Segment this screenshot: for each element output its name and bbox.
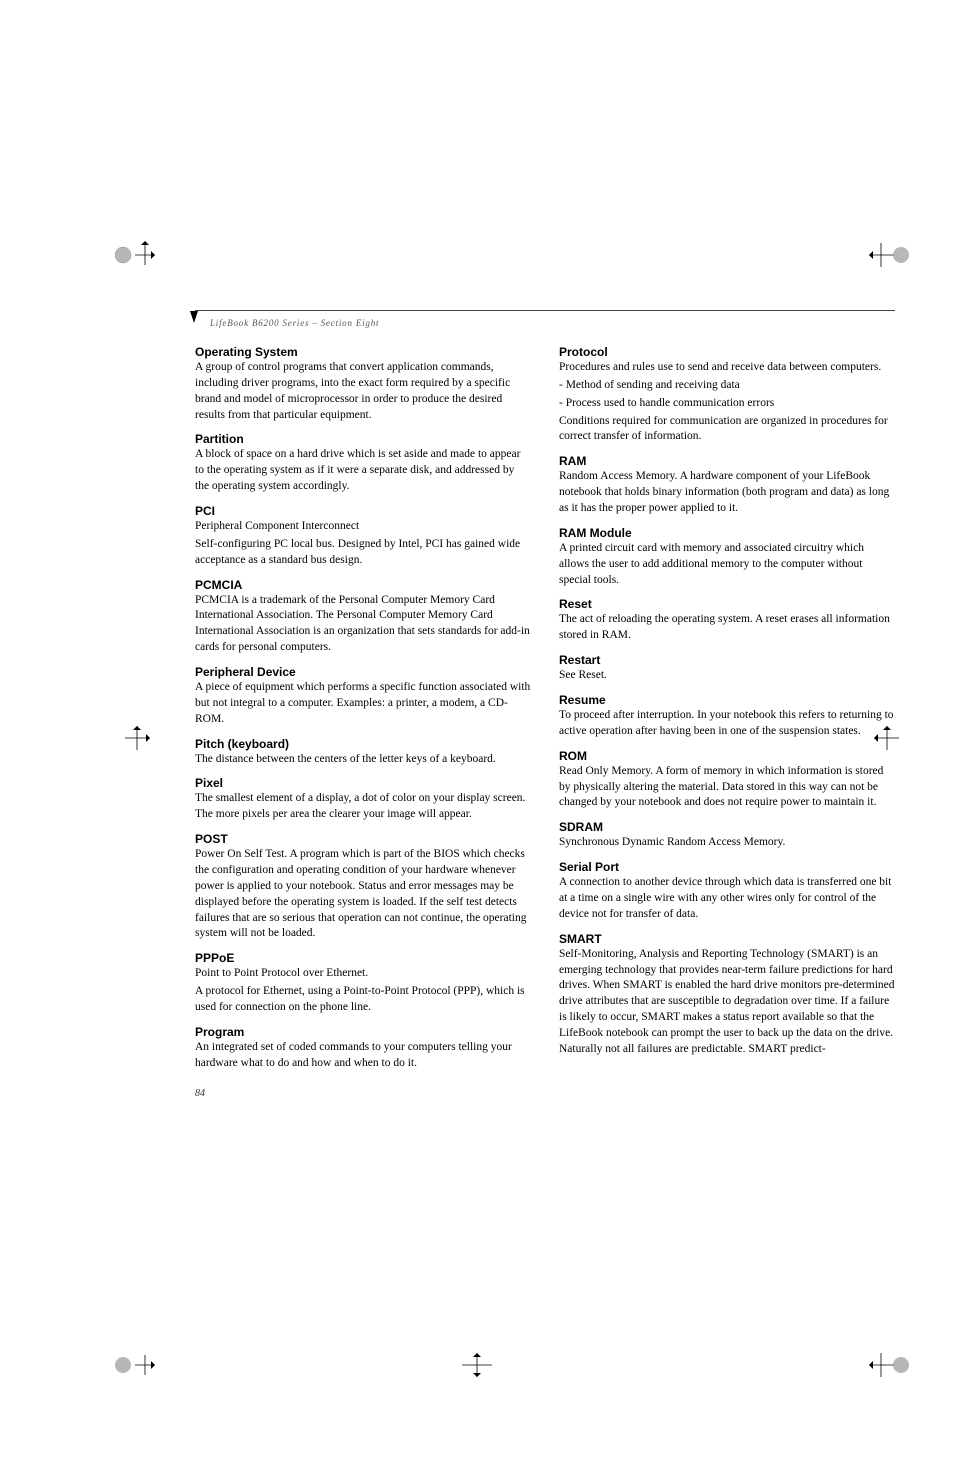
glossary-term-title: Resume: [559, 693, 895, 707]
page-header: LifeBook B6200 Series – Section Eight: [195, 310, 895, 331]
glossary-term-body: A piece of equipment which performs a sp…: [195, 680, 531, 728]
glossary-term-title: Protocol: [559, 345, 895, 359]
crop-mark-bottom-left: [115, 1345, 155, 1385]
glossary-term-body: Self-configuring PC local bus. Designed …: [195, 537, 531, 569]
glossary-term-body: The smallest element of a display, a dot…: [195, 791, 531, 823]
glossary-term-title: SMART: [559, 932, 895, 946]
crop-mark-top-left: [115, 235, 155, 275]
glossary-term-body: Point to Point Protocol over Ethernet.: [195, 966, 531, 982]
glossary-term-body: To proceed after interruption. In your n…: [559, 708, 895, 740]
glossary-term-body: PCMCIA is a trademark of the Personal Co…: [195, 593, 531, 656]
header-arrow-icon: [190, 311, 198, 323]
glossary-term-title: Pitch (keyboard): [195, 737, 531, 751]
glossary-term-title: Operating System: [195, 345, 531, 359]
glossary-term-title: Serial Port: [559, 860, 895, 874]
page-content: LifeBook B6200 Series – Section Eight Op…: [195, 310, 895, 1099]
glossary-term-body: A group of control programs that convert…: [195, 360, 531, 423]
glossary-term-title: Peripheral Device: [195, 665, 531, 679]
glossary-term-body: Peripheral Component Interconnect: [195, 519, 531, 535]
glossary-term-title: Pixel: [195, 776, 531, 790]
glossary-term-body: - Method of sending and receiving data: [559, 378, 895, 394]
glossary-term-body: A connection to another device through w…: [559, 875, 895, 923]
glossary-term-title: SDRAM: [559, 820, 895, 834]
glossary-term-body: Random Access Memory. A hardware compone…: [559, 469, 895, 517]
glossary-term-title: RAM: [559, 454, 895, 468]
glossary-term-body: Synchronous Dynamic Random Access Memory…: [559, 835, 895, 851]
glossary-term-title: RAM Module: [559, 526, 895, 540]
glossary-term-body: See Reset.: [559, 668, 895, 684]
crop-mark-bottom-center: [457, 1345, 497, 1385]
glossary-term-body: Read Only Memory. A form of memory in wh…: [559, 764, 895, 812]
glossary-term-title: Program: [195, 1025, 531, 1039]
crop-mark-top-right: [869, 235, 909, 275]
glossary-term-body: Power On Self Test. A program which is p…: [195, 847, 531, 942]
glossary-term-body: Procedures and rules use to send and rec…: [559, 360, 895, 376]
glossary-term-body: Conditions required for communication ar…: [559, 414, 895, 446]
glossary-term-title: Restart: [559, 653, 895, 667]
left-column: Operating SystemA group of control progr…: [195, 345, 531, 1074]
glossary-term-title: PCMCIA: [195, 578, 531, 592]
crop-mark-bottom-right: [869, 1345, 909, 1385]
glossary-term-title: Partition: [195, 432, 531, 446]
glossary-term-body: The act of reloading the operating syste…: [559, 612, 895, 644]
right-column: ProtocolProcedures and rules use to send…: [559, 345, 895, 1074]
page-number: 84: [195, 1088, 895, 1099]
glossary-term-body: Self-Monitoring, Analysis and Reporting …: [559, 947, 895, 1058]
glossary-term-body: A block of space on a hard drive which i…: [195, 447, 531, 495]
header-text: LifeBook B6200 Series – Section Eight: [210, 318, 379, 328]
glossary-term-body: A protocol for Ethernet, using a Point-t…: [195, 984, 531, 1016]
glossary-term-body: - Process used to handle communication e…: [559, 396, 895, 412]
glossary-term-body: The distance between the centers of the …: [195, 752, 531, 768]
glossary-term-title: ROM: [559, 749, 895, 763]
glossary-term-title: POST: [195, 832, 531, 846]
crop-mark-mid-left: [115, 718, 155, 758]
glossary-term-title: PPPoE: [195, 951, 531, 965]
glossary-term-title: PCI: [195, 504, 531, 518]
glossary-term-body: An integrated set of coded commands to y…: [195, 1040, 531, 1072]
glossary-term-body: A printed circuit card with memory and a…: [559, 541, 895, 589]
glossary-term-title: Reset: [559, 597, 895, 611]
